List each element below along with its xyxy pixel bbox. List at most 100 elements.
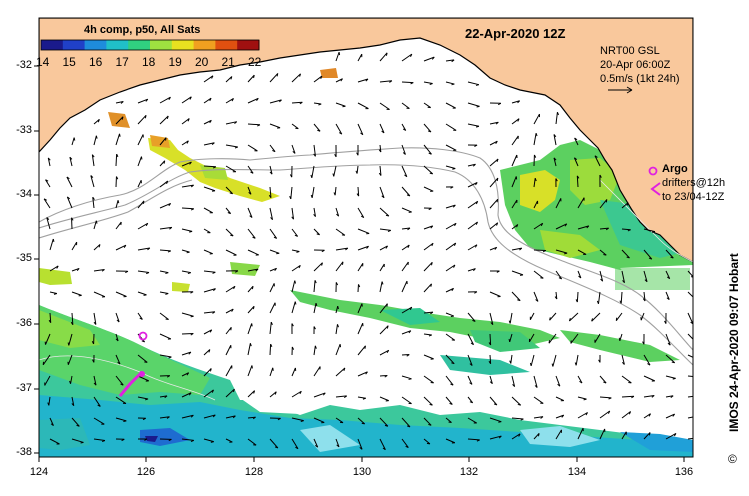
current-vector-head bbox=[450, 186, 454, 189]
current-vector-head bbox=[549, 317, 551, 321]
current-vector-head bbox=[142, 200, 145, 204]
current-vector bbox=[379, 396, 389, 402]
current-vector bbox=[311, 186, 315, 198]
current-vector bbox=[621, 431, 627, 440]
current-vector-head bbox=[381, 281, 384, 285]
current-vector bbox=[379, 417, 389, 427]
current-vector bbox=[555, 375, 561, 387]
current-vector-head bbox=[429, 403, 433, 406]
current-vector bbox=[379, 207, 390, 217]
current-vector bbox=[357, 263, 364, 272]
current-vector bbox=[115, 333, 119, 342]
current-vector bbox=[225, 207, 232, 214]
current-vector-head bbox=[277, 417, 281, 421]
current-vector bbox=[357, 123, 364, 135]
current-vector-head bbox=[313, 153, 316, 157]
current-vector bbox=[423, 186, 434, 192]
current-vector bbox=[225, 308, 234, 314]
current-vector-head bbox=[92, 196, 95, 200]
current-vector bbox=[615, 312, 623, 321]
current-vector-head bbox=[146, 272, 150, 275]
current-vector bbox=[529, 312, 535, 320]
current-vector bbox=[665, 270, 671, 279]
current-vector bbox=[225, 76, 233, 83]
current-vector-head bbox=[666, 276, 671, 280]
current-vector bbox=[687, 291, 693, 298]
current-vector-head bbox=[488, 360, 492, 364]
current-vector bbox=[335, 78, 343, 83]
current-vector-head bbox=[695, 396, 697, 398]
current-vector bbox=[445, 438, 456, 444]
current-vector-head bbox=[189, 161, 192, 165]
current-vector-head bbox=[253, 75, 255, 79]
current-vector bbox=[247, 438, 257, 446]
current-vector bbox=[137, 354, 148, 363]
current-vector-head bbox=[517, 100, 521, 104]
current-vector bbox=[291, 390, 302, 398]
drifter-legend-line1: drifters@12h bbox=[662, 177, 726, 189]
current-vector-head bbox=[211, 142, 215, 146]
current-vector bbox=[643, 270, 648, 282]
current-vector bbox=[665, 432, 677, 440]
current-vector bbox=[379, 325, 389, 335]
current-vector-head bbox=[340, 78, 343, 82]
current-vector bbox=[247, 228, 256, 239]
current-vector bbox=[489, 354, 492, 364]
current-vector bbox=[93, 291, 106, 298]
current-vector-head bbox=[119, 133, 121, 137]
current-vector-head bbox=[166, 180, 169, 184]
current-vector-head bbox=[451, 362, 455, 365]
current-vector bbox=[269, 73, 279, 83]
current-vector-head bbox=[672, 413, 676, 417]
current-vector-head bbox=[336, 444, 340, 448]
current-vector-head bbox=[585, 412, 588, 416]
current-vector-head bbox=[381, 130, 385, 134]
current-vector bbox=[621, 202, 629, 209]
current-vector-head bbox=[248, 191, 252, 195]
current-vector-head bbox=[80, 441, 84, 444]
current-vector bbox=[533, 113, 540, 125]
current-vector-head bbox=[386, 303, 388, 307]
current-vector bbox=[511, 135, 519, 146]
sst-patches-mid bbox=[39, 262, 680, 375]
current-vector bbox=[467, 123, 480, 127]
current-vector-head bbox=[381, 195, 385, 199]
current-vector-head bbox=[95, 220, 98, 224]
current-vector-head bbox=[315, 444, 319, 448]
current-vector-head bbox=[451, 288, 454, 292]
current-vector-head bbox=[166, 375, 171, 378]
current-vector-head bbox=[213, 288, 216, 292]
current-vector bbox=[401, 165, 408, 177]
current-vector-head bbox=[596, 300, 599, 304]
current-vector bbox=[533, 396, 544, 404]
current-vector-head bbox=[212, 311, 216, 314]
current-vector-head bbox=[358, 284, 361, 288]
current-vector-head bbox=[144, 115, 147, 119]
current-vector-head bbox=[496, 222, 499, 226]
current-vector bbox=[599, 249, 607, 256]
current-vector bbox=[159, 249, 171, 252]
current-vector bbox=[445, 375, 454, 386]
current-vector-head bbox=[270, 343, 273, 348]
current-vector-head bbox=[452, 168, 456, 170]
current-vector bbox=[401, 375, 412, 380]
current-vector bbox=[445, 165, 456, 169]
current-vector bbox=[269, 267, 277, 272]
current-vector-head bbox=[316, 233, 320, 236]
current-vector bbox=[115, 200, 119, 209]
current-vector-head bbox=[163, 160, 166, 164]
current-vector-head bbox=[211, 75, 214, 79]
current-vector-head bbox=[187, 118, 190, 122]
current-vector-head bbox=[553, 157, 557, 161]
current-vector-head bbox=[496, 177, 499, 182]
current-vector bbox=[530, 354, 535, 366]
colorbar-tick-label: 15 bbox=[62, 55, 76, 69]
current-vector bbox=[159, 291, 169, 295]
current-vector bbox=[291, 301, 296, 314]
current-vector bbox=[445, 354, 455, 365]
copyright-symbol: © bbox=[728, 452, 737, 466]
model-time: 20-Apr 06:00Z bbox=[600, 59, 671, 71]
argo-float-marker bbox=[138, 331, 148, 341]
current-vector-head bbox=[52, 238, 55, 243]
current-vector-head bbox=[235, 270, 239, 273]
